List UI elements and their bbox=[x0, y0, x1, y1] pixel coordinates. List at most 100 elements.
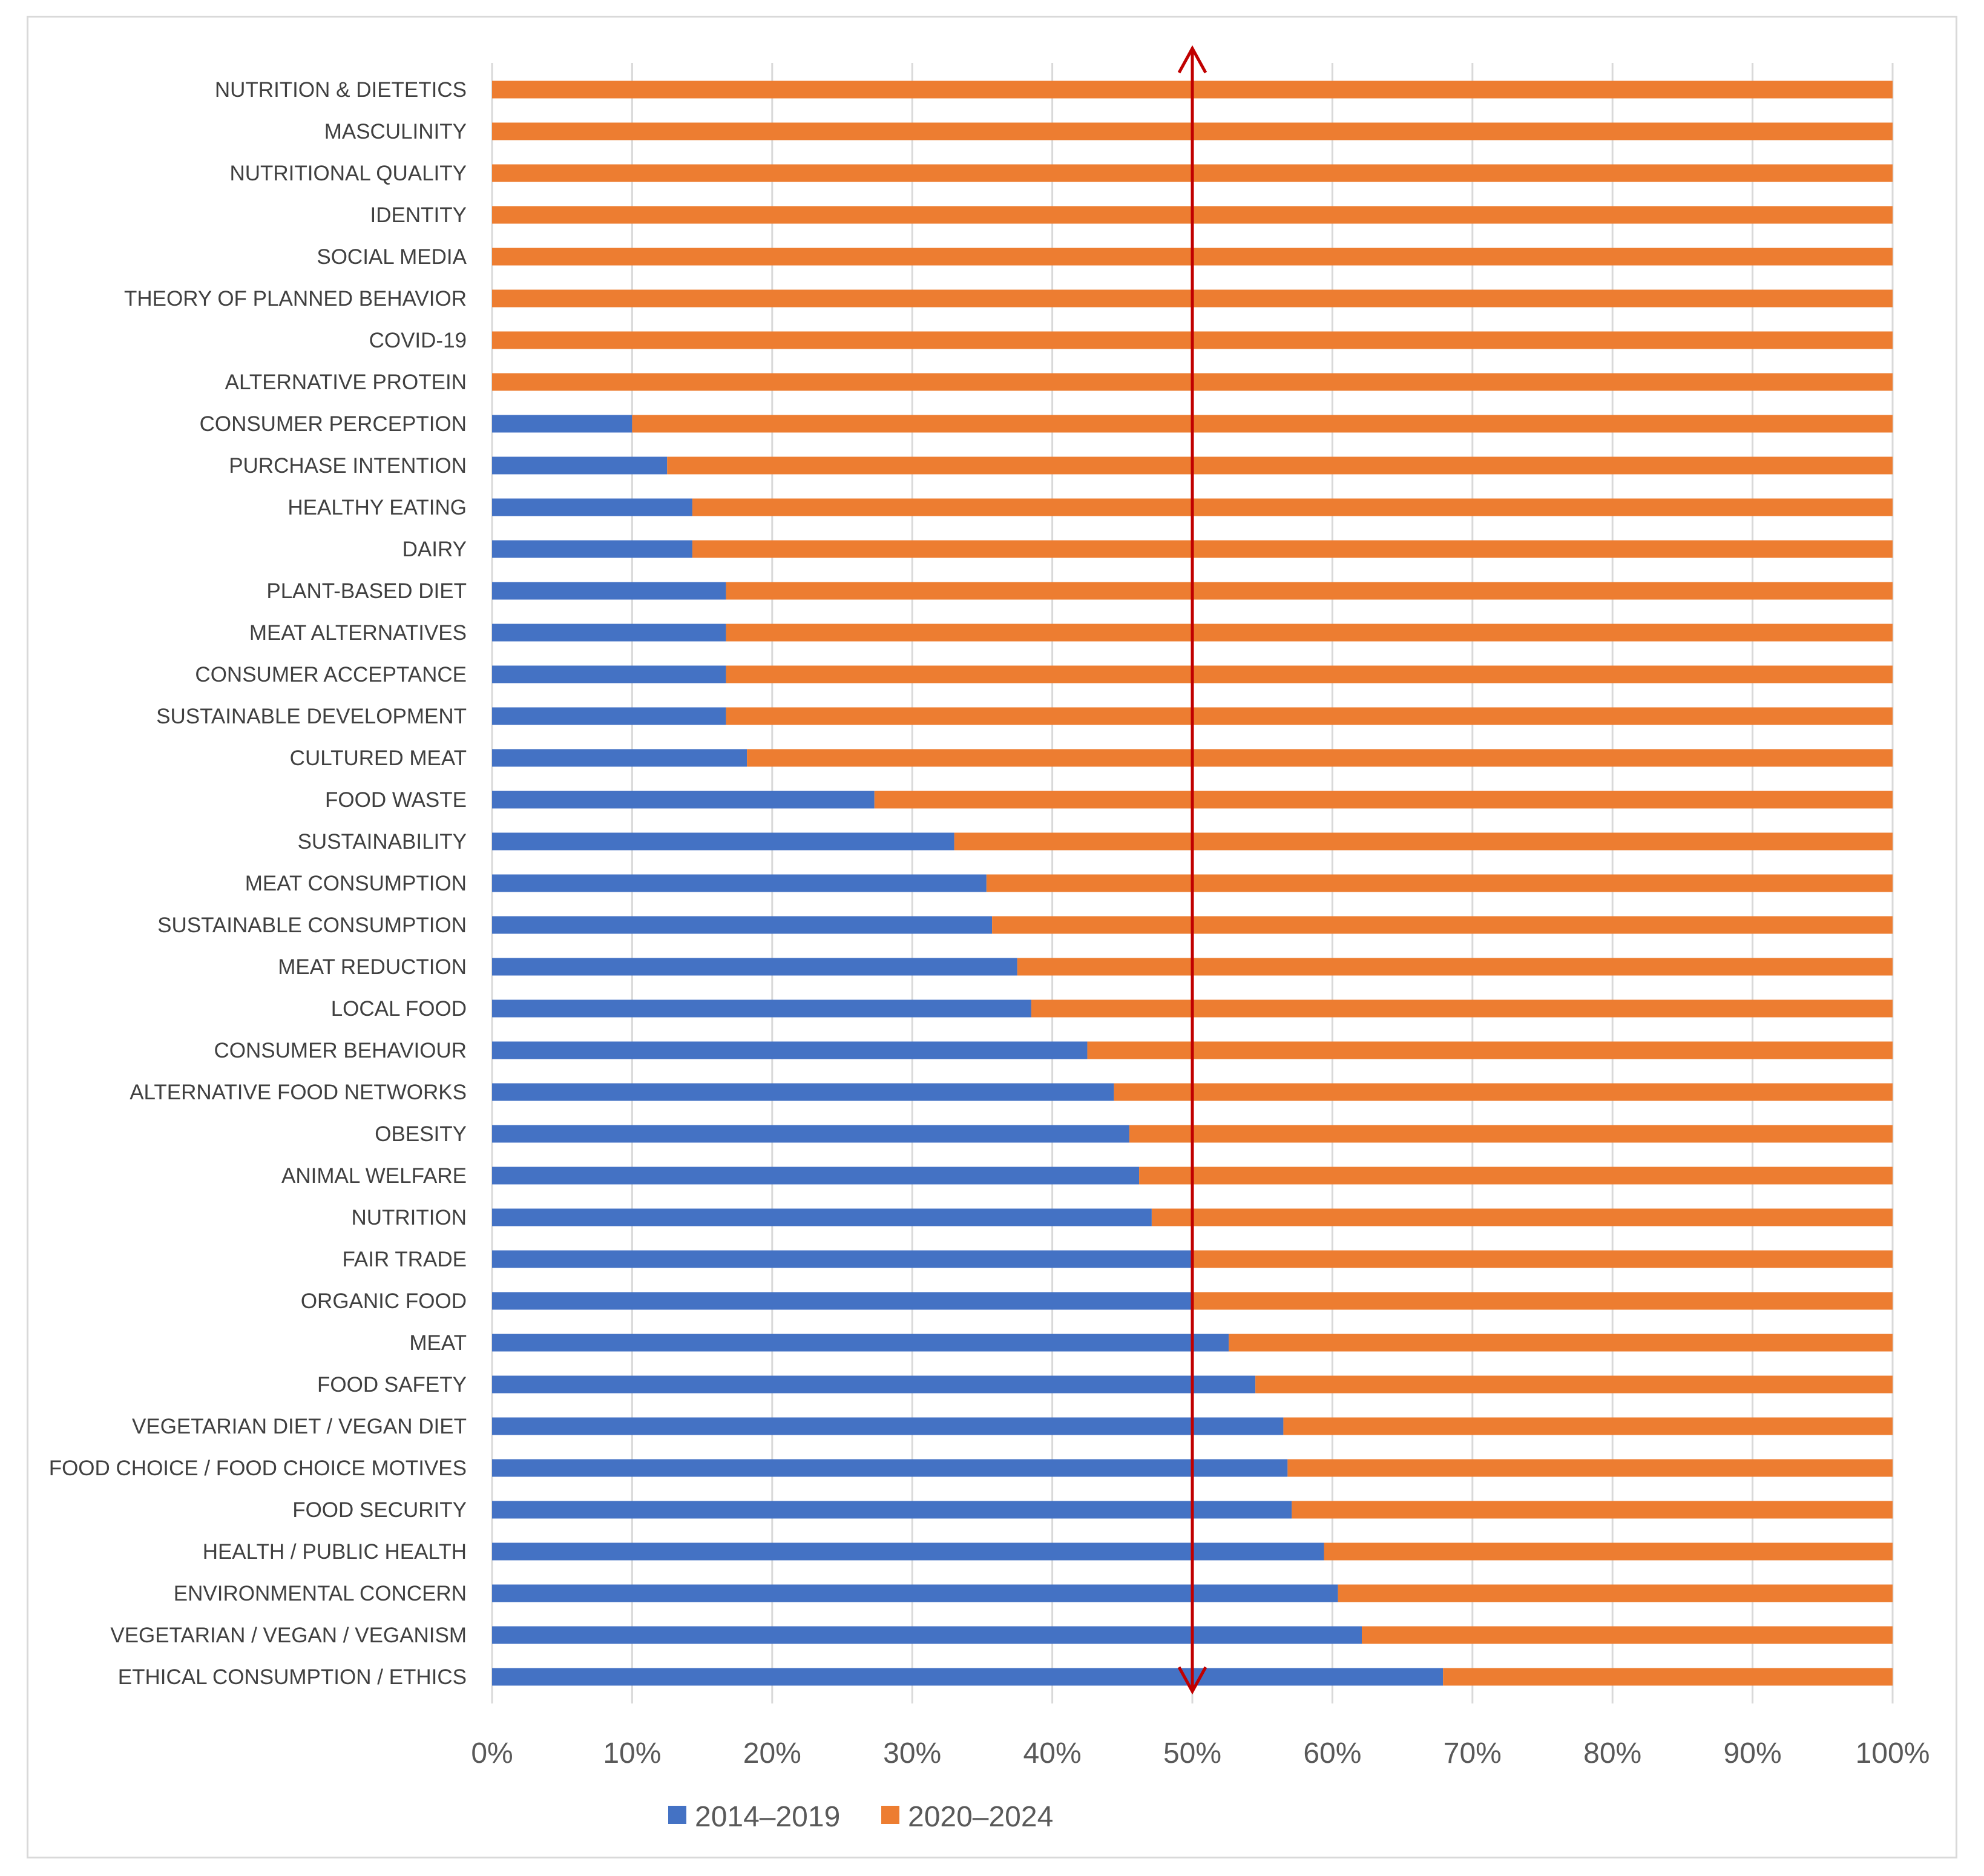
x-tick-label: 90% bbox=[1724, 1737, 1782, 1769]
category-label: SOCIAL MEDIA bbox=[317, 245, 467, 269]
bar-obesity-series-1 bbox=[492, 1125, 1129, 1143]
category-label: ETHICAL CONSUMPTION / ETHICS bbox=[118, 1665, 467, 1689]
bar-meat-consumption-series-2 bbox=[986, 874, 1893, 892]
category-label: FOOD SAFETY bbox=[317, 1373, 467, 1397]
bar-alternative-food-networks-series-1 bbox=[492, 1083, 1114, 1101]
reference-arrow-bottom bbox=[1177, 1666, 1207, 1695]
category-label: MEAT ALTERNATIVES bbox=[249, 621, 467, 645]
category-label: CONSUMER BEHAVIOUR bbox=[214, 1039, 467, 1062]
bar-dairy-series-1 bbox=[492, 540, 692, 558]
category-label: FAIR TRADE bbox=[342, 1248, 467, 1271]
bar-cultured-meat-series-1 bbox=[492, 749, 747, 767]
category-label: FOOD WASTE bbox=[325, 788, 467, 812]
category-label: CONSUMER ACCEPTANCE bbox=[195, 663, 467, 686]
category-label: VEGETARIAN DIET / VEGAN DIET bbox=[132, 1415, 467, 1438]
category-label: ALTERNATIVE FOOD NETWORKS bbox=[130, 1081, 467, 1104]
bar-sustainable-consumption-series-2 bbox=[992, 916, 1893, 934]
bar-organic-food-series-1 bbox=[492, 1292, 1192, 1310]
category-label: PLANT-BASED DIET bbox=[266, 579, 467, 603]
category-label: CULTURED MEAT bbox=[290, 746, 467, 770]
bar-meat-reduction-series-1 bbox=[492, 958, 1017, 976]
x-tick-label: 60% bbox=[1303, 1737, 1361, 1769]
x-tick-label: 50% bbox=[1163, 1737, 1221, 1769]
bar-cultured-meat-series-2 bbox=[747, 749, 1893, 767]
bar-environmental-concern-series-1 bbox=[492, 1584, 1338, 1602]
bar-consumer-perception-series-2 bbox=[632, 415, 1893, 433]
category-label: MEAT bbox=[409, 1331, 467, 1355]
x-tick-label: 70% bbox=[1444, 1737, 1502, 1769]
bar-animal-welfare-series-2 bbox=[1139, 1167, 1893, 1185]
x-tick-label: 100% bbox=[1856, 1737, 1930, 1769]
bar-alternative-food-networks-series-2 bbox=[1114, 1083, 1893, 1101]
x-axis-tick-labels: 0% 10% 20% 30% 40% 50% 60% 70% 80% 90% 100% bbox=[471, 1737, 1930, 1769]
bar-consumer-perception-series-1 bbox=[492, 415, 632, 433]
bar-fair-trade-series-1 bbox=[492, 1250, 1192, 1268]
category-label: THEORY OF PLANNED BEHAVIOR bbox=[124, 287, 467, 311]
category-label: LOCAL FOOD bbox=[331, 997, 467, 1021]
category-label: DAIRY bbox=[402, 538, 467, 561]
category-label: NUTRITION & DIETETICS bbox=[215, 78, 467, 102]
bar-obesity-series-2 bbox=[1129, 1125, 1893, 1143]
category-label: FOOD SECURITY bbox=[292, 1498, 467, 1522]
bar-meat-consumption-series-1 bbox=[492, 874, 987, 892]
bar-environmental-concern-series-2 bbox=[1338, 1584, 1893, 1602]
bar-sustainability-series-2 bbox=[954, 832, 1893, 851]
bar-organic-food-series-2 bbox=[1192, 1292, 1893, 1310]
legend-swatch-2 bbox=[881, 1806, 899, 1824]
category-label: ALTERNATIVE PROTEIN bbox=[225, 370, 467, 394]
bar-food-waste-series-1 bbox=[492, 791, 875, 809]
category-label: CONSUMER PERCEPTION bbox=[200, 412, 467, 436]
bar-vegetarian-vegan-veganism-series-1 bbox=[492, 1626, 1362, 1644]
category-label: NUTRITIONAL QUALITY bbox=[229, 162, 467, 185]
bar-food-safety-series-2 bbox=[1255, 1375, 1893, 1394]
bar-food-choice-food-choice-motives-series-1 bbox=[492, 1459, 1288, 1477]
bar-health-public-health-series-2 bbox=[1324, 1542, 1893, 1561]
bar-ethical-consumption-ethics-series-1 bbox=[492, 1668, 1444, 1686]
bar-food-security-series-2 bbox=[1292, 1501, 1893, 1519]
bar-consumer-behaviour-series-2 bbox=[1087, 1041, 1893, 1059]
category-label: VEGETARIAN / VEGAN / VEGANISM bbox=[110, 1624, 467, 1647]
bar-healthy-eating-series-1 bbox=[492, 498, 692, 516]
x-tick-label: 80% bbox=[1583, 1737, 1641, 1769]
bar-nutrition-series-2 bbox=[1151, 1208, 1893, 1226]
bar-local-food-series-1 bbox=[492, 999, 1031, 1018]
category-label: MEAT REDUCTION bbox=[278, 955, 467, 979]
bar-food-waste-series-2 bbox=[874, 791, 1893, 809]
category-label: PURCHASE INTENTION bbox=[229, 454, 467, 478]
bar-ethical-consumption-ethics-series-2 bbox=[1443, 1668, 1893, 1686]
bar-food-choice-food-choice-motives-series-2 bbox=[1287, 1459, 1893, 1477]
category-label: MEAT CONSUMPTION bbox=[245, 872, 467, 895]
category-label: ENVIRONMENTAL CONCERN bbox=[174, 1582, 467, 1605]
bar-meat-series-1 bbox=[492, 1334, 1229, 1352]
legend-swatch-1 bbox=[668, 1806, 686, 1824]
category-label: ANIMAL WELFARE bbox=[281, 1164, 467, 1188]
bar-sustainable-development-series-2 bbox=[726, 707, 1893, 725]
legend-label: 2014–2019 bbox=[695, 1801, 840, 1833]
category-label: HEALTH / PUBLIC HEALTH bbox=[203, 1540, 467, 1564]
reference-arrow-top bbox=[1177, 45, 1207, 74]
bar-sustainable-consumption-series-1 bbox=[492, 916, 993, 934]
bar-consumer-behaviour-series-1 bbox=[492, 1041, 1088, 1059]
bar-plant-based-diet-series-1 bbox=[492, 582, 726, 600]
bar-nutrition-series-1 bbox=[492, 1208, 1152, 1226]
category-label: SUSTAINABLE CONSUMPTION bbox=[157, 913, 467, 937]
bar-sustainability-series-1 bbox=[492, 832, 954, 851]
category-label: ORGANIC FOOD bbox=[301, 1289, 467, 1313]
category-label: HEALTHY EATING bbox=[287, 496, 467, 519]
category-label: NUTRITION bbox=[351, 1206, 467, 1229]
x-tick-label: 0% bbox=[471, 1737, 513, 1769]
bar-healthy-eating-series-2 bbox=[692, 498, 1893, 516]
bar-meat-alternatives-series-2 bbox=[726, 624, 1893, 642]
x-tick-label: 10% bbox=[603, 1737, 661, 1769]
bar-consumer-acceptance-series-1 bbox=[492, 665, 726, 683]
bar-meat-series-2 bbox=[1229, 1334, 1893, 1352]
bar-plant-based-diet-series-2 bbox=[726, 582, 1893, 600]
x-tick-label: 20% bbox=[743, 1737, 801, 1769]
bar-fair-trade-series-2 bbox=[1192, 1250, 1893, 1268]
category-label: SUSTAINABLE DEVELOPMENT bbox=[156, 705, 467, 728]
bar-vegetarian-diet-vegan-diet-series-2 bbox=[1283, 1417, 1893, 1435]
reference-line-group bbox=[1177, 45, 1207, 1695]
category-label: COVID-19 bbox=[369, 329, 467, 352]
bar-vegetarian-vegan-veganism-series-2 bbox=[1361, 1626, 1893, 1644]
x-tick-label: 30% bbox=[883, 1737, 941, 1769]
